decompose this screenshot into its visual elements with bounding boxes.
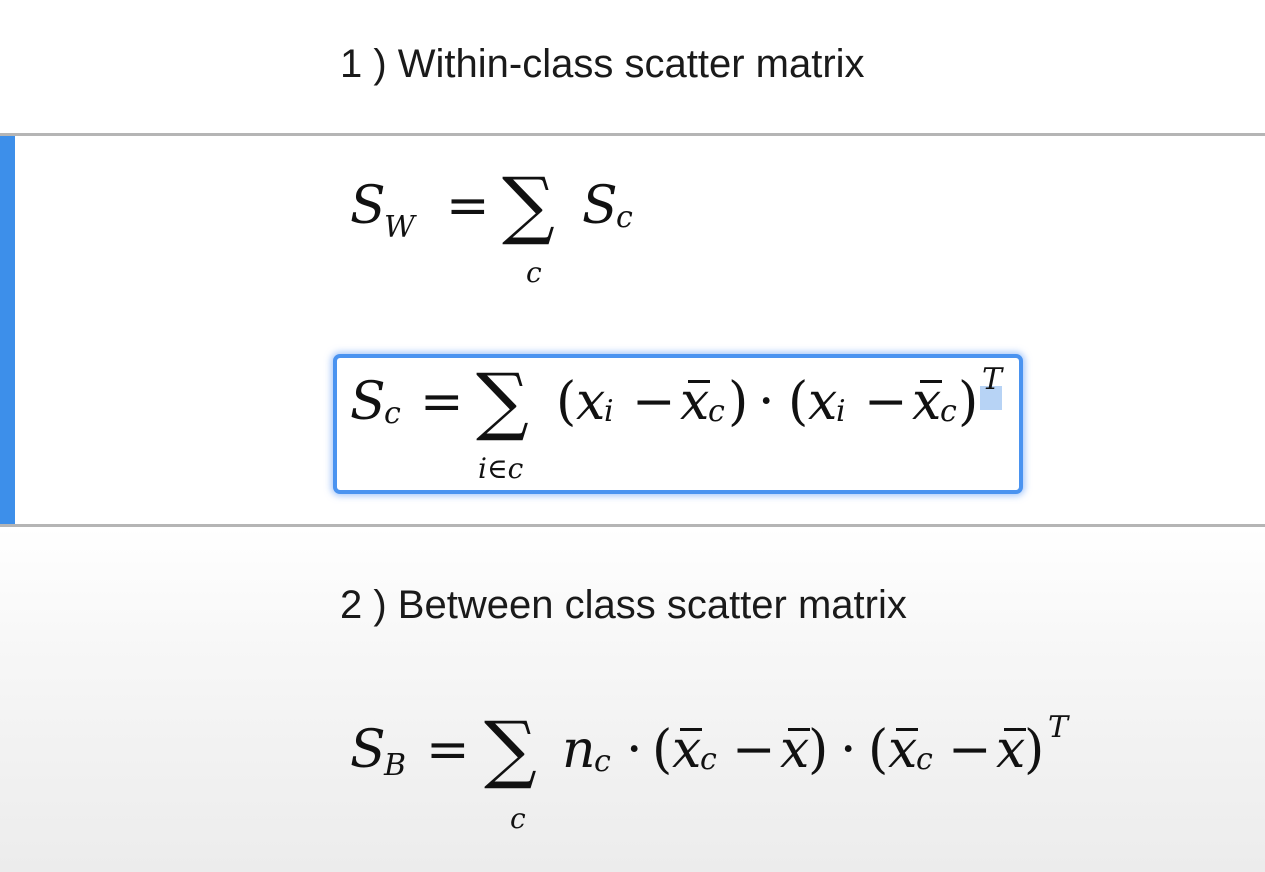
eq-sb-overbar-mean-1 [788,728,810,731]
eq-sc-xbar-2-sub: c [940,394,957,429]
eq-sc-dot: · [758,372,775,432]
eq-sc-xbar-2: x [912,372,942,432]
next-markdown-cell[interactable] [0,527,1265,872]
eq-sb-close-paren-1: ) [808,720,829,780]
eq-sc-sigma: ∑ [476,358,529,444]
eq-sb-n: n [562,720,596,780]
eq-sc-minus-1: − [632,372,676,432]
eq-sb-sigma: ∑ [484,706,537,792]
eq-sw-rhs-sub: c [616,200,633,235]
eq-sw-equals: = [446,176,490,236]
eq-sb-xbar-1: x [672,720,702,780]
eq-sc-lhs-sub: c [384,396,401,431]
eq-sb-equals: = [426,720,470,780]
eq-sb-xbar-2: x [888,720,918,780]
eq-sc-lhs: S [350,372,386,432]
eq-sc-close-paren-1: ) [728,372,749,432]
eq-sc-x-1: x [576,372,606,432]
section-heading-within-class: 1 ) Within-class scatter matrix [340,42,865,86]
eq-sb-sigma-index: c [510,802,526,835]
cell-bottom-divider [0,524,1265,527]
eq-sw-sigma: ∑ [502,162,555,248]
eq-sc-xbar-1: x [680,372,710,432]
eq-sb-dot-2: · [840,720,857,780]
eq-sb-minus-2: − [948,720,992,780]
equation-edit-box[interactable] [333,354,1023,494]
eq-sb-open-paren-2: ( [868,720,889,780]
eq-sw-lhs: S [350,176,386,236]
eq-sb-minus-1: − [732,720,776,780]
eq-sc-equals: = [420,372,464,432]
eq-sw-rhs: S [582,176,618,236]
eq-sb-close-paren-2: ) [1024,720,1045,780]
eq-sc-x-2: x [808,372,838,432]
cell-selection-indicator[interactable] [0,136,15,527]
section-heading-between-class: 2 ) Between class scatter matrix [340,583,907,627]
cell-top-divider [0,133,1265,136]
eq-sc-x-1-sub: i [604,394,614,429]
eq-sb-lhs: S [350,720,386,780]
equation-class-scatter: S c = ∑ i∈c ( x i − x c ) · ( x i − x c … [350,358,1010,492]
eq-sc-xbar-1-sub: c [708,394,725,429]
eq-sb-overbar-1 [680,728,702,731]
eq-sb-lhs-sub: B [384,748,407,783]
text-selection-highlight [980,386,1002,410]
eq-sc-transpose: T [982,362,1003,397]
equation-within-class-total: S W = ∑ c S c [350,162,650,296]
eq-sb-mean-2: x [996,720,1026,780]
eq-sb-mean-1: x [780,720,810,780]
eq-sb-xbar-2-sub: c [916,742,933,777]
eq-sc-overbar-2 [920,380,942,383]
eq-sc-x-2-sub: i [836,394,846,429]
eq-sw-sigma-index: c [526,256,542,289]
eq-sb-overbar-2 [896,728,918,731]
eq-sw-lhs-sub: W [384,210,415,245]
eq-sc-open-paren-1: ( [556,372,577,432]
eq-sb-open-paren-1: ( [652,720,673,780]
eq-sb-xbar-1-sub: c [700,742,717,777]
eq-sb-n-sub: c [594,744,611,779]
eq-sc-close-paren-2: ) [958,372,979,432]
eq-sc-open-paren-2: ( [788,372,809,432]
eq-sc-sigma-index: i∈c [478,452,524,485]
eq-sb-transpose: T [1048,710,1069,745]
eq-sc-minus-2: − [864,372,908,432]
eq-sb-dot-1: · [626,720,643,780]
equation-between-class: S B = ∑ c n c · ( x c − x ) · ( x c − x … [350,706,1070,850]
eq-sc-overbar-1 [688,380,710,383]
eq-sb-overbar-mean-2 [1004,728,1026,731]
